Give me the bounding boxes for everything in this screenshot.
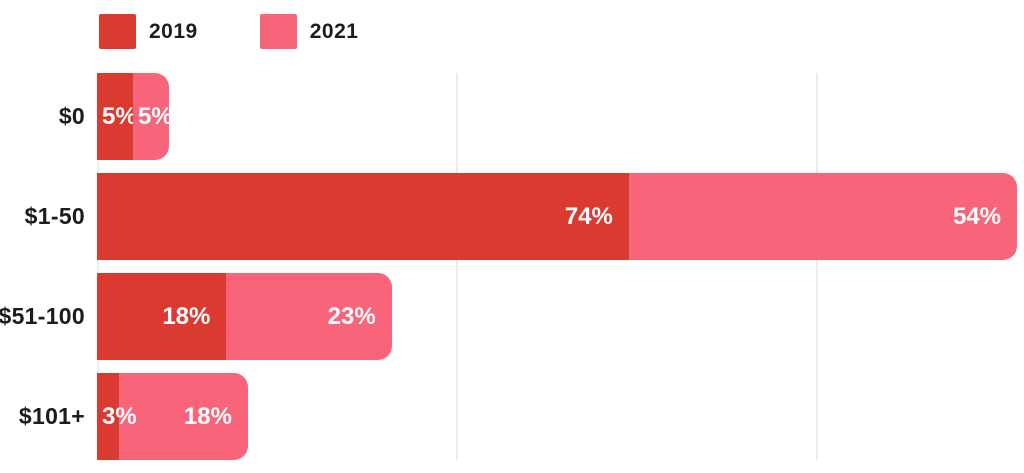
legend-swatch — [99, 14, 136, 49]
gridline — [97, 73, 99, 460]
bar-segment-2021: 5% — [132, 73, 173, 160]
legend: 2019 2021 — [99, 14, 358, 49]
value-label: 3% — [102, 402, 137, 430]
value-label: 18% — [162, 302, 211, 330]
legend-item: 2021 — [259, 14, 359, 49]
gridline — [456, 73, 459, 460]
gridline — [815, 73, 818, 460]
plot-area: 5% 5% 74% 54% 18% 23% 3% 18% — [97, 73, 1017, 460]
value-label: 54% — [952, 202, 1001, 230]
legend-item: 2019 — [99, 14, 198, 49]
value-label: 5% — [102, 102, 137, 130]
bar-row: 5% 5% — [97, 73, 1017, 160]
bar-segment-2021: 54% — [628, 173, 1017, 260]
bar-segment-2021: 18% — [118, 373, 248, 460]
value-label: 23% — [327, 302, 376, 330]
category-label: $1-50 — [24, 203, 85, 229]
legend-swatch — [259, 14, 297, 49]
bar-row: 3% 18% — [97, 373, 1017, 460]
bar-segment-2019: 18% — [97, 273, 227, 360]
category-label: $0 — [58, 103, 85, 129]
bar-segment-2019: 5% — [97, 73, 137, 160]
bar-row: 74% 54% — [97, 173, 1017, 260]
category-label: $101+ — [18, 403, 85, 429]
value-label: 5% — [137, 102, 173, 130]
value-label: 74% — [564, 202, 613, 230]
value-label: 18% — [183, 402, 232, 430]
category-labels: $0 $1-50 $51-100 $101+ — [0, 73, 85, 460]
bar-row: 18% 23% — [97, 273, 1017, 360]
legend-label: 2021 — [309, 19, 359, 43]
bar-segment-2019: 74% — [97, 173, 629, 260]
bar-segment-2021: 23% — [226, 273, 392, 360]
legend-label: 2019 — [149, 19, 198, 43]
bar-segment-2019: 3% — [97, 373, 137, 460]
category-label: $51-100 — [0, 303, 85, 329]
